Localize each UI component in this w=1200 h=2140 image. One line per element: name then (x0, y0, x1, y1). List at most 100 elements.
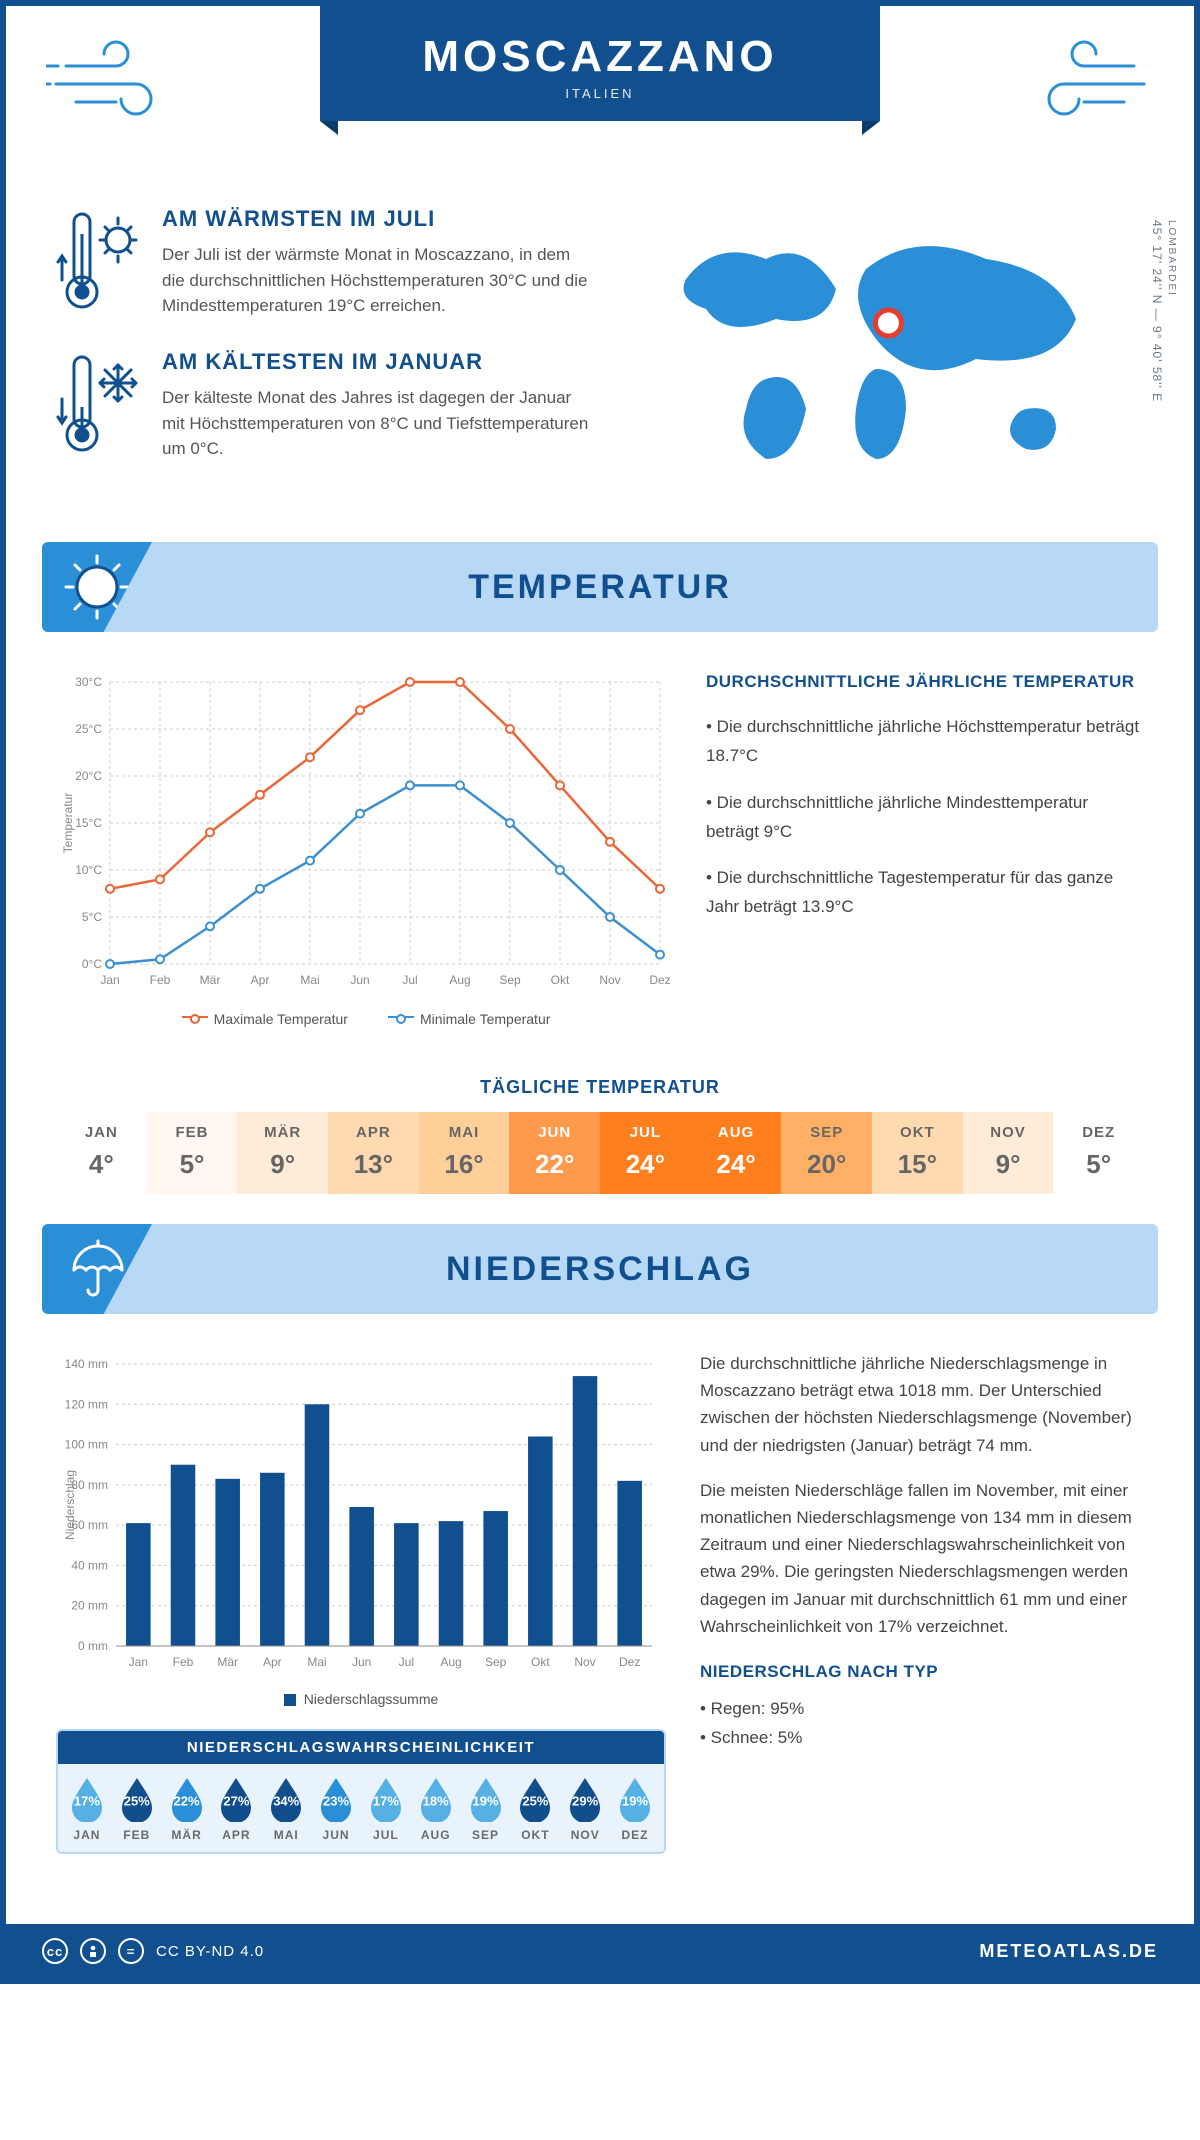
daily-temp-cell: NOV9° (963, 1112, 1054, 1194)
svg-text:140 mm: 140 mm (65, 1357, 108, 1371)
svg-text:Mai: Mai (300, 973, 319, 987)
svg-text:Dez: Dez (649, 973, 670, 987)
page-subtitle: ITALIEN (340, 86, 860, 101)
svg-text:Mär: Mär (217, 1655, 238, 1669)
svg-text:Okt: Okt (531, 1655, 550, 1669)
intro-section: AM WÄRMSTEN IM JULI Der Juli ist der wär… (6, 186, 1194, 522)
svg-text:40 mm: 40 mm (71, 1558, 108, 1572)
temperature-banner: TEMPERATUR (42, 542, 1158, 632)
cc-icon: cc (42, 1938, 68, 1964)
prob-cell: 17%JAN (62, 1776, 112, 1842)
prob-cell: 18%AUG (411, 1776, 461, 1842)
svg-text:Sep: Sep (499, 973, 521, 987)
warm-block: AM WÄRMSTEN IM JULI Der Juli ist der wär… (56, 206, 598, 321)
prob-cell: 19%DEZ (610, 1776, 660, 1842)
svg-text:Jun: Jun (352, 1655, 371, 1669)
svg-text:Jan: Jan (100, 973, 119, 987)
page-title: MOSCAZZANO (340, 32, 860, 82)
daily-temp-cell: DEZ5° (1053, 1112, 1144, 1194)
infographic-page: MOSCAZZANO ITALIEN (0, 0, 1200, 1984)
svg-text:Mär: Mär (200, 973, 221, 987)
prob-cell: 34%MAI (261, 1776, 311, 1842)
daily-temp-cell: AUG24° (691, 1112, 782, 1194)
temperature-summary: DURCHSCHNITTLICHE JÄHRLICHE TEMPERATUR •… (706, 668, 1144, 1027)
svg-text:Okt: Okt (551, 973, 570, 987)
svg-text:Feb: Feb (173, 1655, 194, 1669)
svg-text:Aug: Aug (440, 1655, 461, 1669)
nd-icon: = (118, 1938, 144, 1964)
title-band: MOSCAZZANO ITALIEN (320, 6, 880, 121)
temperature-title: TEMPERATUR (468, 568, 732, 607)
svg-text:Dez: Dez (619, 1655, 640, 1669)
cold-block: AM KÄLTESTEN IM JANUAR Der kälteste Mona… (56, 349, 598, 464)
temperature-chart: 0°C 5°C 10°C 15°C 20°C 25°C 30°C Jan Feb Mär Apr Ma… (56, 668, 676, 1027)
daily-temp-cell: FEB5° (147, 1112, 238, 1194)
daily-temp-title: TÄGLICHE TEMPERATUR (6, 1077, 1194, 1098)
wind-icon (1024, 36, 1154, 131)
prob-cell: 19%SEP (461, 1776, 511, 1842)
svg-text:15°C: 15°C (75, 816, 102, 830)
daily-temp-cell: JAN4° (56, 1112, 147, 1194)
svg-text:20°C: 20°C (75, 769, 102, 783)
svg-text:Apr: Apr (263, 1655, 282, 1669)
svg-text:Jul: Jul (402, 973, 417, 987)
prob-cell: 27%APR (211, 1776, 261, 1842)
world-map: LOMBARDEI 45° 17' 24'' N — 9° 40' 58'' E (628, 206, 1144, 492)
svg-text:30°C: 30°C (75, 675, 102, 689)
svg-text:Jul: Jul (399, 1655, 414, 1669)
svg-text:25°C: 25°C (75, 722, 102, 736)
daily-temp-cell: MÄR9° (237, 1112, 328, 1194)
svg-text:Jan: Jan (129, 1655, 148, 1669)
thermometer-sun-icon (56, 206, 142, 321)
warm-title: AM WÄRMSTEN IM JULI (162, 206, 592, 232)
daily-temp-cell: OKT15° (872, 1112, 963, 1194)
svg-text:20 mm: 20 mm (71, 1599, 108, 1613)
svg-text:0°C: 0°C (82, 957, 102, 971)
footer: cc = CC BY-ND 4.0 METEOATLAS.DE (6, 1924, 1194, 1978)
prob-cell: 29%NOV (560, 1776, 610, 1842)
by-icon (80, 1938, 106, 1964)
svg-text:Temperatur: Temperatur (61, 793, 75, 854)
svg-text:Aug: Aug (449, 973, 470, 987)
header: MOSCAZZANO ITALIEN (6, 6, 1194, 186)
coordinates: LOMBARDEI 45° 17' 24'' N — 9° 40' 58'' E (1150, 220, 1178, 402)
prob-cell: 25%FEB (112, 1776, 162, 1842)
daily-temp-cell: MAI16° (419, 1112, 510, 1194)
svg-text:5°C: 5°C (82, 910, 102, 924)
svg-text:Apr: Apr (251, 973, 270, 987)
svg-text:10°C: 10°C (75, 863, 102, 877)
prob-cell: 25%OKT (510, 1776, 560, 1842)
svg-text:120 mm: 120 mm (65, 1397, 108, 1411)
prob-cell: 22%MÄR (162, 1776, 212, 1842)
daily-temp-cell: JUN22° (509, 1112, 600, 1194)
precip-banner: NIEDERSCHLAG (42, 1224, 1158, 1314)
daily-temp-cell: SEP20° (781, 1112, 872, 1194)
daily-temp-cell: APR13° (328, 1112, 419, 1194)
svg-text:0 mm: 0 mm (78, 1639, 108, 1653)
precip-chart: 0 mm20 mm40 mm60 mm80 mm100 mm120 mm140 … (56, 1350, 666, 1707)
svg-text:Feb: Feb (150, 973, 171, 987)
precip-text: Die durchschnittliche jährliche Niedersc… (700, 1350, 1144, 1854)
svg-text:Nov: Nov (574, 1655, 595, 1669)
svg-text:Sep: Sep (485, 1655, 507, 1669)
precip-prob-table: NIEDERSCHLAGSWAHRSCHEINLICHKEIT 17%JAN25… (56, 1729, 666, 1854)
svg-text:Niederschlag: Niederschlag (63, 1470, 77, 1540)
svg-text:Jun: Jun (350, 973, 369, 987)
prob-cell: 17%JUL (361, 1776, 411, 1842)
precip-title: NIEDERSCHLAG (446, 1250, 754, 1289)
svg-text:Mai: Mai (307, 1655, 326, 1669)
prob-cell: 23%JUN (311, 1776, 361, 1842)
cold-title: AM KÄLTESTEN IM JANUAR (162, 349, 592, 375)
wind-icon (46, 36, 176, 131)
umbrella-icon (42, 1224, 152, 1314)
svg-text:100 mm: 100 mm (65, 1438, 108, 1452)
site-name: METEOATLAS.DE (979, 1941, 1158, 1962)
cold-text: Der kälteste Monat des Jahres ist dagege… (162, 385, 592, 462)
thermometer-snow-icon (56, 349, 142, 464)
daily-temp-table: JAN4°FEB5°MÄR9°APR13°MAI16°JUN22°JUL24°A… (56, 1112, 1144, 1194)
svg-text:Nov: Nov (599, 973, 620, 987)
sun-icon (42, 542, 152, 632)
license-text: CC BY-ND 4.0 (156, 1943, 264, 1960)
warm-text: Der Juli ist der wärmste Monat in Moscaz… (162, 242, 592, 319)
daily-temp-cell: JUL24° (600, 1112, 691, 1194)
